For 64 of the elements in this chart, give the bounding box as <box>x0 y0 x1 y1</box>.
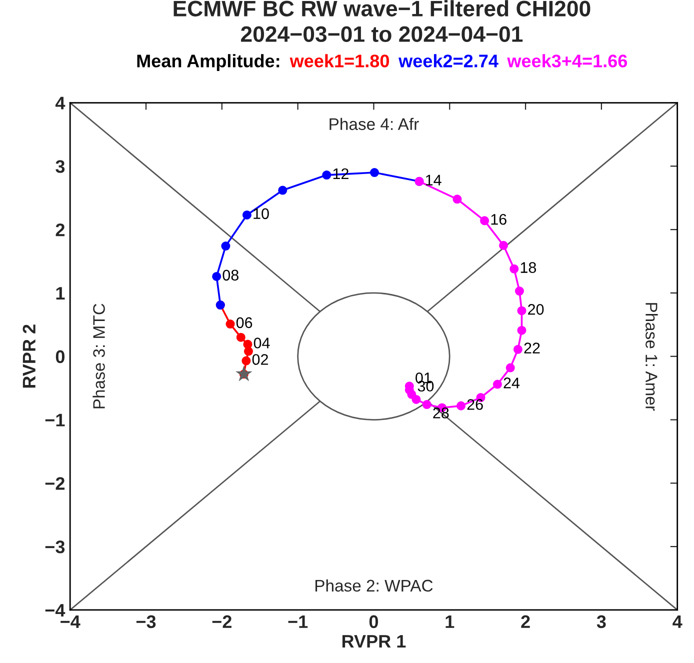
annotation: 26 <box>467 399 483 410</box>
point <box>510 264 519 274</box>
text: week3+4=1.66 <box>507 54 628 68</box>
annotation: Phase 3: MTC <box>92 304 105 408</box>
annotation: 08 <box>222 270 238 281</box>
chart-subtitle: Mean Amplitude: <box>137 54 280 71</box>
x-axis-title: RVPR 1 <box>342 635 406 648</box>
y-tick-label: −2 <box>45 477 65 490</box>
annotation: Phase 2: WPAC <box>315 579 433 592</box>
point <box>370 168 379 178</box>
y-tick-label: 2 <box>56 224 65 236</box>
text: week1=1.80 <box>290 54 389 68</box>
annotation: 10 <box>254 208 269 220</box>
annotation: 16 <box>491 214 506 225</box>
x-tick-label: −3 <box>136 615 156 628</box>
x-tick-label: −1 <box>288 615 308 628</box>
point <box>480 216 490 226</box>
point <box>226 320 235 329</box>
annotation: Phase 1: Amer <box>646 303 658 411</box>
x-tick-label: −2 <box>212 615 232 628</box>
annotation: 02 <box>252 354 268 365</box>
x-tick-label: 4 <box>672 615 682 628</box>
point <box>422 400 432 410</box>
y-tick-label: 1 <box>56 287 65 300</box>
x-tick-label: 3 <box>596 615 606 628</box>
point <box>322 170 332 180</box>
annotation: 20 <box>528 304 544 315</box>
point <box>514 286 524 296</box>
point <box>517 326 526 335</box>
point <box>242 210 252 220</box>
point <box>242 356 251 366</box>
point <box>499 240 508 250</box>
annotation: 06 <box>236 317 252 328</box>
x-tick-label: 2 <box>521 615 530 628</box>
point <box>221 242 230 251</box>
point <box>236 332 246 342</box>
y-tick-label: 0 <box>56 350 64 364</box>
point <box>212 272 222 281</box>
point <box>236 365 252 382</box>
annotation: 18 <box>520 262 536 273</box>
point <box>506 363 515 372</box>
y-tick-label: 3 <box>56 160 65 173</box>
y-axis-title: RVPR 2 <box>22 324 36 388</box>
y-tick-label: −1 <box>45 414 65 426</box>
annotation: 22 <box>524 342 540 354</box>
point <box>243 340 252 349</box>
point <box>517 306 526 316</box>
point <box>513 344 522 354</box>
annotation: 24 <box>504 378 520 388</box>
x-tick-label: 0 <box>369 615 378 628</box>
point <box>244 346 253 356</box>
point <box>456 401 466 410</box>
chart-title: ECMWF BC RW wave−1 Filtered CHI200 2024−03−01 to 2024−04−01 <box>174 0 590 42</box>
y-tick-label: −3 <box>45 540 65 554</box>
point <box>492 380 502 389</box>
y-tick-label: −4 <box>45 604 66 616</box>
text: week2=2.74 <box>398 54 498 68</box>
x-tick-label: 1 <box>446 615 454 628</box>
annotation: 14 <box>426 174 442 186</box>
point <box>452 194 462 204</box>
annotation: 04 <box>254 338 270 348</box>
point <box>278 186 288 195</box>
y-tick-label: 4 <box>55 96 66 110</box>
annotation: Phase 4: Afr <box>330 118 419 130</box>
